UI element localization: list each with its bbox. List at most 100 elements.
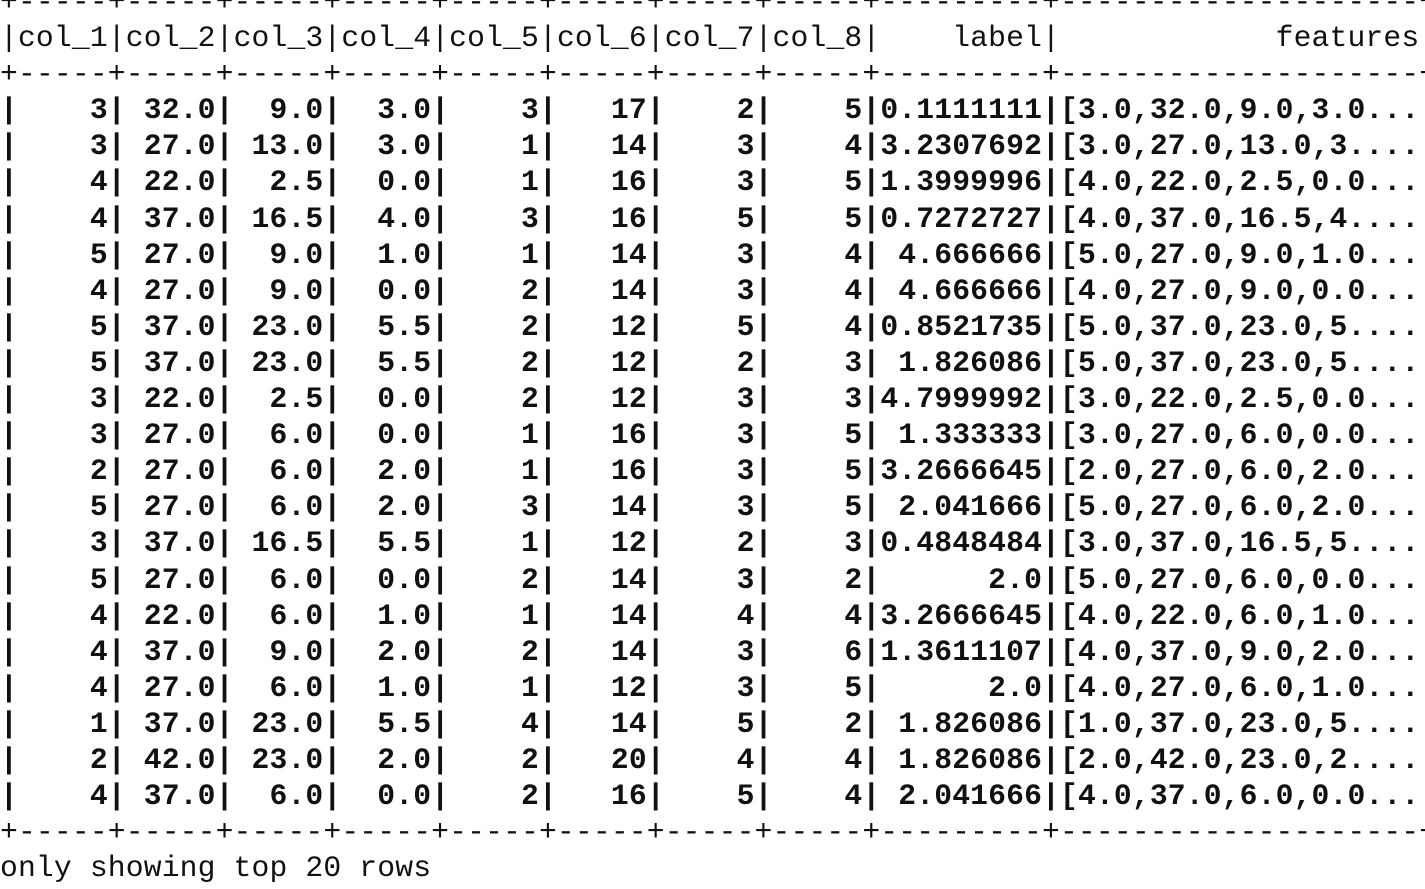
table-cell: [1.0,37.0,23.0,5.... (1060, 706, 1420, 741)
table-cell: 3 (772, 526, 863, 561)
table-cell: 0.4848484 (880, 526, 1043, 561)
table-cell: 3 (449, 93, 539, 128)
table-cell: 14 (556, 706, 647, 741)
table-cell: 5 (664, 779, 755, 814)
table-cell: [5.0,37.0,23.0,5.... (1060, 345, 1420, 380)
table-row: | 5| 27.0| 6.0| 2.0| 3| 14| 3| 5| 2.0416… (0, 490, 1425, 525)
table-cell: 1 (449, 526, 539, 561)
table-cell: 14 (556, 273, 647, 308)
table-top-border: +-----+-----+-----+-----+-----+-----+---… (0, 0, 1425, 19)
table-cell: 2 (664, 526, 755, 561)
table-cell: 27.0 (125, 273, 216, 308)
table-cell: 2 (449, 273, 539, 308)
table-cell: 17 (556, 93, 647, 128)
table-cell: 37.0 (125, 779, 216, 814)
table-cell: 3 (664, 129, 755, 164)
table-cell: 14 (556, 562, 647, 597)
table-cell: 2 (664, 345, 755, 380)
table-cell: 22.0 (125, 165, 216, 200)
table-row: | 4| 37.0| 6.0| 0.0| 2| 16| 5| 4| 2.0416… (0, 779, 1425, 814)
table-cell: 9.0 (233, 237, 324, 272)
table-cell: 4 (17, 634, 108, 669)
table-cell: 16.5 (233, 201, 324, 236)
table-cell: 0.0 (341, 562, 432, 597)
table-cell: 2 (449, 345, 539, 380)
table-cell: 4 (17, 779, 108, 814)
table-cell: 3 (449, 490, 539, 525)
table-cell: [4.0,27.0,6.0,1.0... (1060, 670, 1420, 705)
table-cell: 1.333333 (880, 418, 1043, 453)
table-cell: 2.0 (880, 562, 1043, 597)
table-cell: 3 (664, 490, 755, 525)
table-cell: 3.0 (341, 93, 432, 128)
table-row: | 2| 27.0| 6.0| 2.0| 1| 16| 3| 5|3.26666… (0, 454, 1425, 489)
table-cell: 14 (556, 634, 647, 669)
column-header: col_5 (449, 21, 539, 56)
table-cell: 3 (17, 526, 108, 561)
table-cell: 13.0 (233, 129, 324, 164)
table-cell: 1.826086 (880, 706, 1043, 741)
table-cell: [3.0,37.0,16.5,5.... (1060, 526, 1420, 561)
table-cell: 1.826086 (880, 345, 1043, 380)
table-cell: 27.0 (125, 237, 216, 272)
table-cell: 2.041666 (880, 779, 1043, 814)
table-cell: 5 (772, 670, 863, 705)
table-cell: 4 (772, 779, 863, 814)
table-cell: 3 (772, 382, 863, 417)
table-cell: 2 (449, 562, 539, 597)
table-cell: 1 (449, 598, 539, 633)
table-cell: [4.0,27.0,9.0,0.0... (1060, 273, 1420, 308)
table-cell: 12 (556, 670, 647, 705)
table-cell: 6.0 (233, 418, 324, 453)
table-row: | 5| 37.0| 23.0| 5.5| 2| 12| 5| 4|0.8521… (0, 309, 1425, 344)
table-cell: 4 (772, 273, 863, 308)
table-cell: 2.0 (341, 634, 432, 669)
table-cell: 1 (449, 670, 539, 705)
table-cell: 3 (664, 670, 755, 705)
table-row: | 5| 27.0| 6.0| 0.0| 2| 14| 3| 2| 2.0|[5… (0, 562, 1425, 597)
table-cell: 3.0 (341, 129, 432, 164)
table-cell: 2.0 (341, 490, 432, 525)
table-cell: 6 (772, 634, 863, 669)
table-row: | 1| 37.0| 23.0| 5.5| 4| 14| 5| 2| 1.826… (0, 706, 1425, 741)
table-cell: 6.0 (233, 562, 324, 597)
table-cell: 23.0 (233, 309, 324, 344)
column-header: col_8 (772, 21, 863, 56)
table-cell: 1.826086 (880, 742, 1043, 777)
table-cell: 4.7999992 (880, 382, 1043, 417)
table-cell: 27.0 (125, 418, 216, 453)
table-cell: 5.5 (341, 309, 432, 344)
column-header: features (1060, 21, 1420, 56)
table-cell: 12 (556, 309, 647, 344)
table-cell: 1 (449, 418, 539, 453)
table-cell: 2.0 (880, 670, 1043, 705)
table-cell: 3 (17, 93, 108, 128)
table-cell: 2 (772, 562, 863, 597)
column-header: col_3 (233, 21, 324, 56)
table-cell: 4 (449, 706, 539, 741)
table-cell: 27.0 (125, 454, 216, 489)
table-cell: 5 (17, 309, 108, 344)
table-cell: 6.0 (233, 454, 324, 489)
table-cell: 2.041666 (880, 490, 1043, 525)
table-cell: 1 (17, 706, 108, 741)
table-cell: 5 (772, 93, 863, 128)
table-cell: 14 (556, 598, 647, 633)
table-cell: 3 (664, 454, 755, 489)
table-cell: 3 (449, 201, 539, 236)
table-cell: 14 (556, 129, 647, 164)
table-cell: 37.0 (125, 201, 216, 236)
table-cell: 32.0 (125, 93, 216, 128)
table-cell: 3 (17, 382, 108, 417)
table-cell: 3 (664, 382, 755, 417)
table-cell: 5 (17, 490, 108, 525)
table-cell: 37.0 (125, 634, 216, 669)
table-cell: 27.0 (125, 670, 216, 705)
table-cell: 0.0 (341, 382, 432, 417)
table-cell: 1 (449, 129, 539, 164)
table-cell: 4.666666 (880, 273, 1043, 308)
table-cell: 2 (772, 706, 863, 741)
table-header: |col_1|col_2|col_3|col_4|col_5|col_6|col… (0, 21, 1425, 56)
table-cell: 0.0 (341, 418, 432, 453)
